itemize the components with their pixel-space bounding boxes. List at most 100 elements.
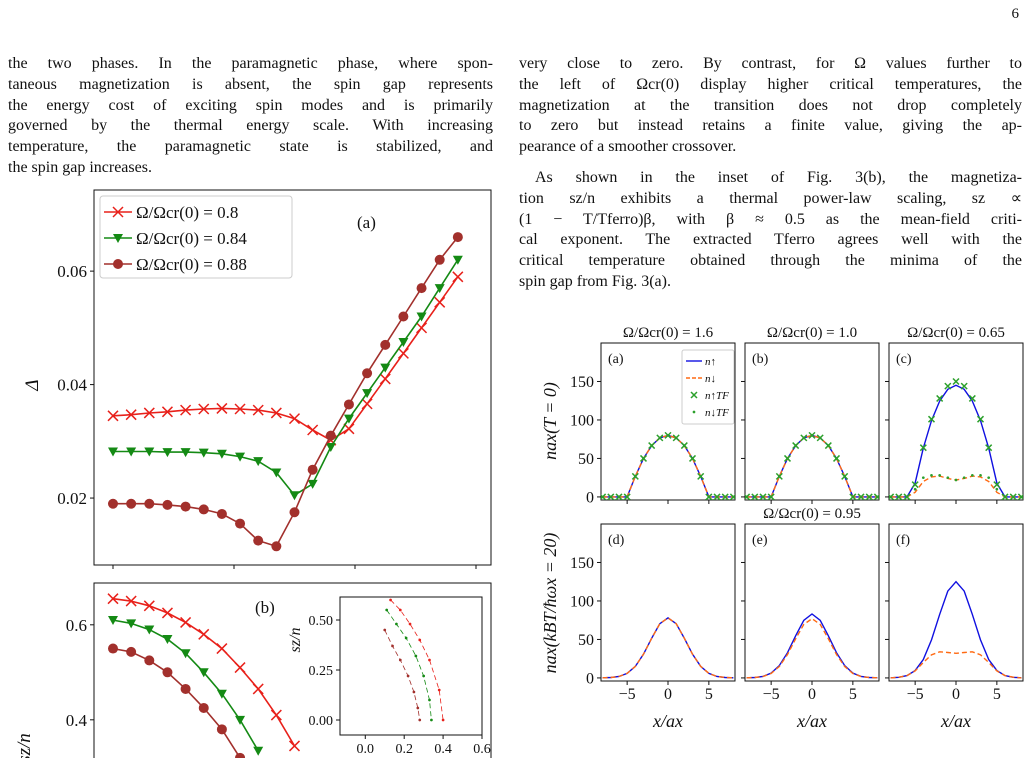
marker-triangle	[162, 448, 173, 458]
marker-dot	[682, 444, 686, 447]
marker-dot	[404, 636, 408, 640]
marker-x	[944, 382, 952, 390]
paragraph: As shown in the inset of Fig. 3(b), the …	[519, 168, 1022, 293]
y-tick-label: 0	[586, 671, 594, 688]
text-line: critical temperature obtained through th…	[519, 252, 1022, 270]
marker-dot	[398, 658, 402, 662]
x-tick-label: 5	[705, 686, 713, 703]
y-tick-label: 100	[570, 594, 594, 611]
marker-dot	[921, 476, 925, 480]
marker-x	[252, 404, 264, 416]
marker-dot	[408, 622, 412, 626]
marker-dot	[761, 495, 765, 499]
marker-triangle	[253, 746, 264, 756]
marker-circle	[198, 504, 209, 515]
marker-circle	[434, 254, 445, 265]
y-tick-label: 0.25	[309, 664, 334, 679]
axes-frame	[744, 523, 880, 682]
x-tick-label: 5	[849, 686, 857, 703]
marker-circle	[144, 655, 155, 666]
legend-label: n↑TF	[705, 390, 729, 402]
x-tick-label: −5	[619, 686, 636, 703]
marker-triangle	[198, 448, 209, 458]
panel-title: Ω/Ωcr(0) = 1.0	[767, 325, 857, 341]
marker-x	[911, 481, 919, 489]
y-axis-label: sz/n	[14, 733, 35, 758]
marker-dot	[818, 436, 822, 440]
marker-dot	[723, 495, 727, 499]
legend-label: n↓TF	[705, 407, 729, 419]
marker-triangle	[235, 452, 246, 462]
text-line: cal exponent. The extracted Tferro agree…	[519, 231, 1022, 249]
marker-dot	[428, 658, 431, 662]
marker-circle	[126, 646, 137, 657]
marker-dot	[835, 457, 838, 460]
series-line	[746, 613, 878, 679]
panel-label: (b)	[752, 352, 769, 367]
marker-dot	[441, 718, 445, 722]
marker-triangle	[107, 616, 118, 626]
panel-title: Ω/Ωcr(0) = 0.95	[763, 506, 861, 522]
y-tick-label: 50	[578, 632, 594, 649]
panel-title: Ω/Ωcr(0) = 0.65	[907, 325, 1005, 341]
marker-x	[976, 415, 985, 423]
legend-label: n↓	[705, 373, 716, 385]
y-tick-label: 0.02	[57, 489, 87, 508]
marker-triangle	[126, 619, 137, 629]
marker-circle	[162, 499, 173, 510]
marker-dot	[385, 608, 389, 612]
marker-dot	[422, 674, 425, 678]
marker-x	[452, 271, 464, 283]
marker-circle	[162, 667, 173, 678]
text-line: the spin gap increases.	[8, 158, 152, 176]
marker-dot	[699, 475, 703, 478]
x-tick-label: 0.6	[473, 742, 491, 757]
text-line: temperature, the paramagnetic state is s…	[8, 138, 493, 156]
marker-x	[270, 709, 282, 721]
panel-label: (b)	[255, 598, 275, 617]
series-line	[890, 651, 1022, 679]
panel-label: (e)	[752, 533, 768, 548]
marker-circle	[325, 430, 336, 441]
marker-dot	[745, 495, 748, 499]
marker-triangle	[380, 363, 391, 373]
marker-x	[985, 444, 993, 452]
marker-circle	[107, 643, 118, 654]
y-tick-label: 0.06	[57, 262, 87, 281]
x-tick-label: 0	[952, 686, 960, 703]
marker-x	[234, 403, 246, 415]
legend-box	[99, 195, 293, 279]
marker-dot	[979, 474, 982, 477]
marker-x	[180, 616, 192, 628]
marker-circle	[380, 339, 391, 350]
marker-dot	[650, 444, 654, 447]
marker-x	[143, 600, 155, 612]
marker-triangle	[434, 284, 445, 294]
marker-dot	[674, 436, 678, 440]
x-axis-label: x/ax	[940, 711, 971, 731]
series-line	[746, 434, 878, 498]
marker-x	[180, 404, 192, 416]
marker-dot	[391, 644, 394, 648]
marker-x	[107, 593, 119, 605]
axes-frame	[888, 523, 1024, 682]
marker-dot	[691, 457, 694, 460]
marker-dot	[769, 495, 773, 499]
marker-x	[125, 409, 137, 421]
marker-dot	[430, 718, 433, 722]
marker-dot	[633, 475, 637, 478]
marker-dot	[416, 706, 420, 710]
marker-dot	[666, 434, 670, 437]
marker-circle	[235, 518, 246, 529]
x-tick-label: 0.2	[395, 742, 413, 757]
marker-dot	[715, 495, 719, 499]
y-tick-label: 0.4	[66, 711, 88, 730]
y-tick-label: 100	[570, 413, 594, 430]
y-tick-label: 0.00	[309, 714, 334, 729]
marker-triangle	[113, 234, 123, 243]
marker-triangle	[253, 457, 264, 467]
text-line: to zero but instead retains a finite val…	[519, 117, 1022, 135]
panel-label: (f)	[896, 533, 910, 548]
page-number: 6	[1011, 6, 1020, 22]
marker-dot	[418, 718, 422, 722]
